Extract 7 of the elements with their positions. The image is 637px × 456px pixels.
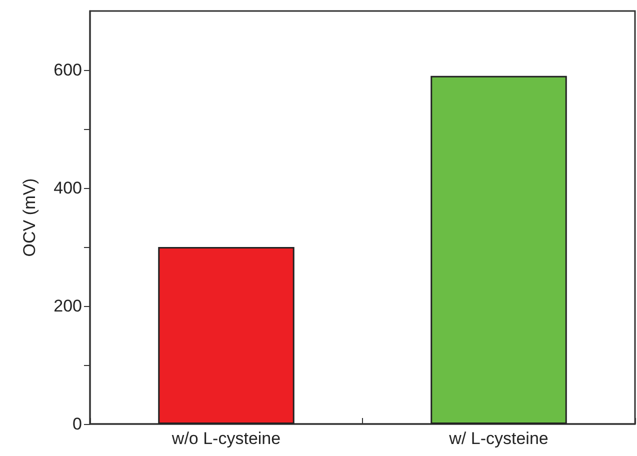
y-tick-label: 0 xyxy=(72,414,82,434)
y-tick-label: 400 xyxy=(54,178,82,198)
x-tick-label: w/ L-cysteine xyxy=(448,429,548,448)
y-tick-label: 600 xyxy=(54,60,82,80)
x-tick-label: w/o L-cysteine xyxy=(170,429,281,448)
y-axis-title: OCV (mV) xyxy=(20,178,39,257)
y-tick-label: 200 xyxy=(54,296,82,316)
